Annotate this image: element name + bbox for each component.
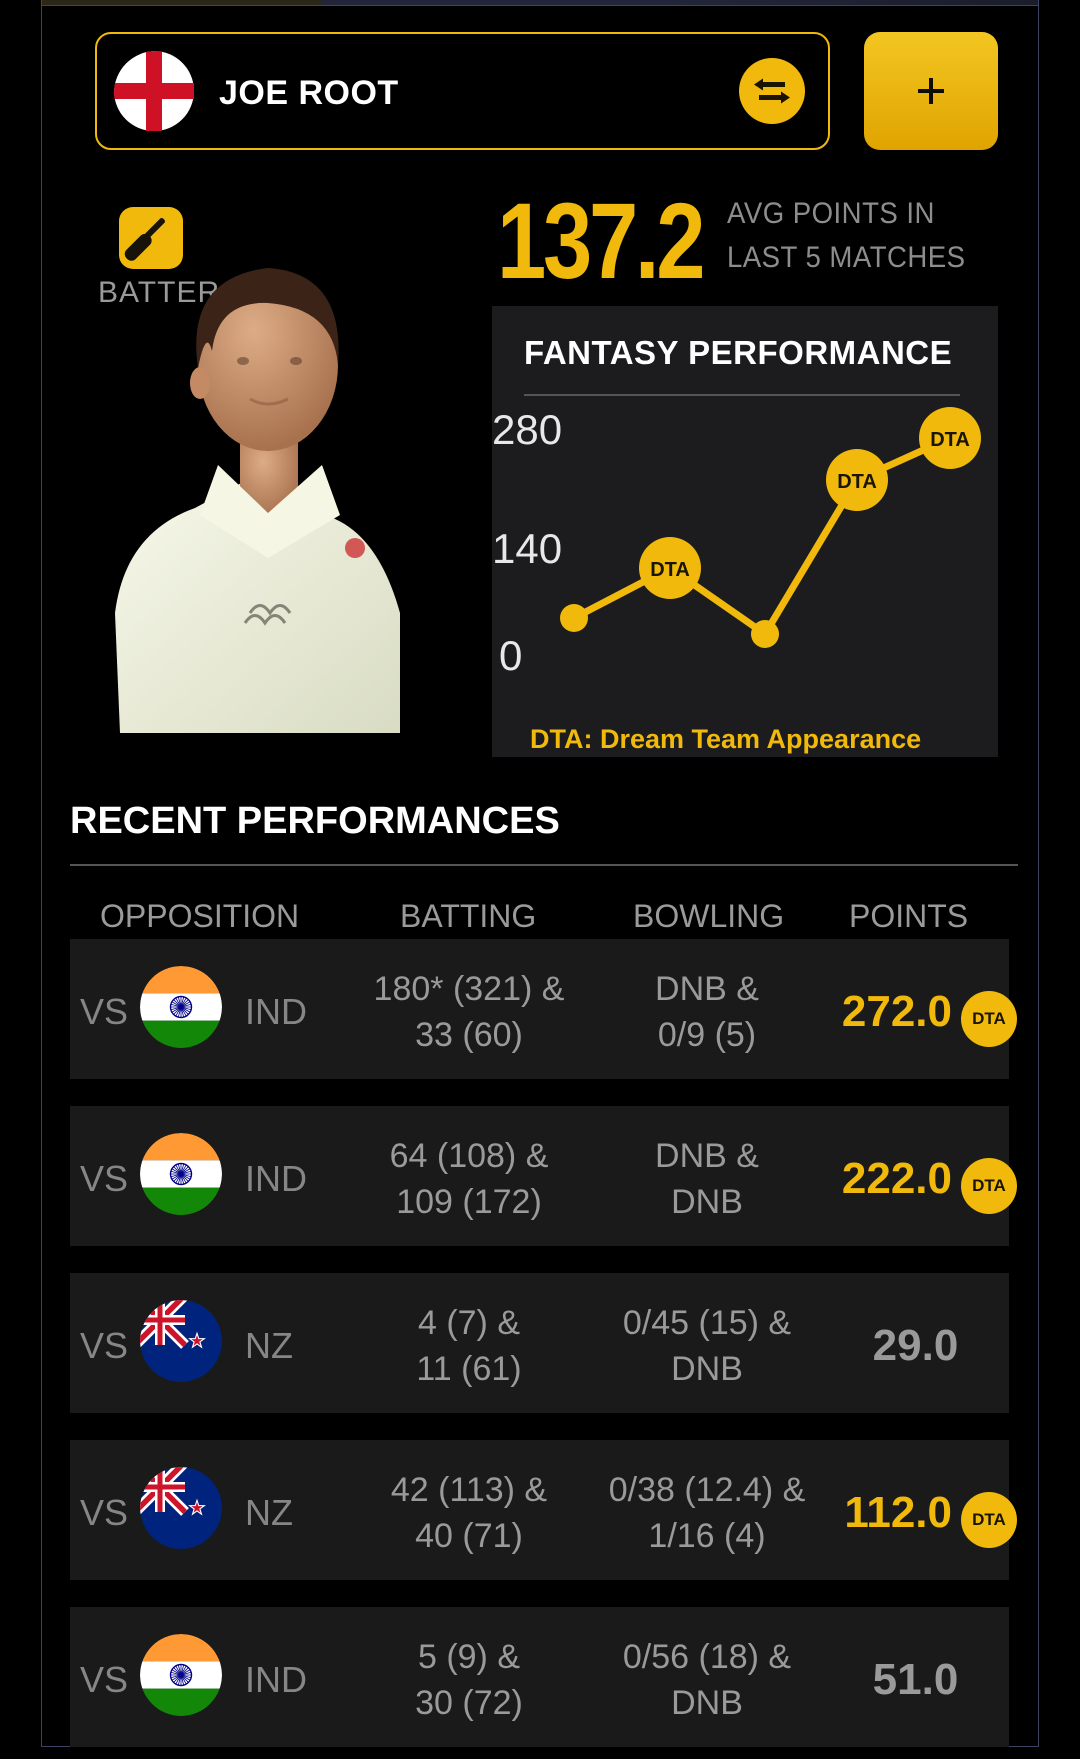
svg-text:140: 140 — [492, 525, 562, 572]
svg-text:DTA: DTA — [837, 471, 877, 493]
svg-text:280: 280 — [492, 406, 562, 453]
svg-text:DTA: DTA — [650, 559, 690, 581]
svg-text:0: 0 — [499, 632, 522, 679]
svg-text:DTA: DTA — [930, 429, 970, 451]
